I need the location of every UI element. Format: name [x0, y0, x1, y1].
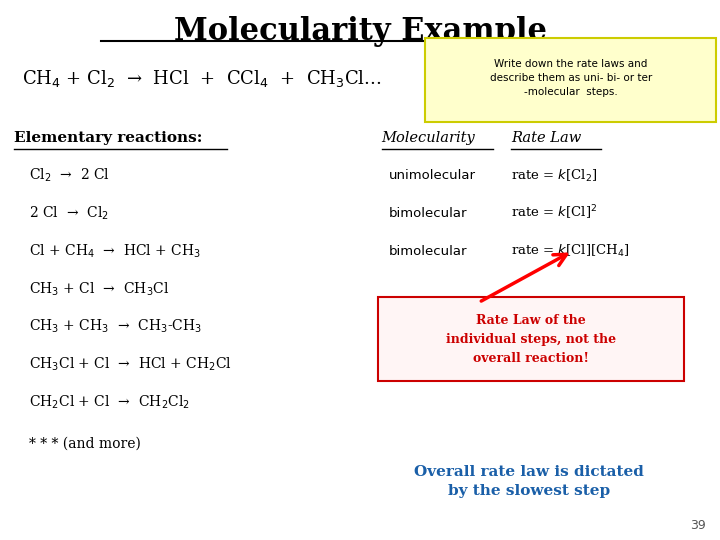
- Text: rate = $k$[Cl][CH$_4$]: rate = $k$[Cl][CH$_4$]: [511, 243, 630, 259]
- Text: CH$_3$ + CH$_3$  →  CH$_3$-CH$_3$: CH$_3$ + CH$_3$ → CH$_3$-CH$_3$: [29, 318, 202, 335]
- Text: * * * (and more): * * * (and more): [29, 437, 140, 451]
- Text: CH$_4$ + Cl$_2$  →  HCl  +  CCl$_4$  +  CH$_3$Cl...: CH$_4$ + Cl$_2$ → HCl + CCl$_4$ + CH$_3$…: [22, 68, 381, 89]
- Text: Molecularity: Molecularity: [382, 131, 475, 145]
- Text: Overall rate law is dictated
by the slowest step: Overall rate law is dictated by the slow…: [414, 465, 644, 498]
- Text: Cl + CH$_4$  →  HCl + CH$_3$: Cl + CH$_4$ → HCl + CH$_3$: [29, 242, 201, 260]
- Text: Rate Law of the
individual steps, not the
overall reaction!: Rate Law of the individual steps, not th…: [446, 314, 616, 364]
- FancyBboxPatch shape: [378, 297, 684, 381]
- Text: 2 Cl  →  Cl$_2$: 2 Cl → Cl$_2$: [29, 205, 109, 222]
- Text: CH$_2$Cl + Cl  →  CH$_2$Cl$_2$: CH$_2$Cl + Cl → CH$_2$Cl$_2$: [29, 394, 190, 411]
- Text: Elementary reactions:: Elementary reactions:: [14, 131, 203, 145]
- Text: 39: 39: [690, 519, 706, 532]
- FancyBboxPatch shape: [425, 38, 716, 122]
- Text: Write down the rate laws and
describe them as uni- bi- or ter
-molecular  steps.: Write down the rate laws and describe th…: [490, 59, 652, 97]
- Text: rate = $k$[Cl$_2$]: rate = $k$[Cl$_2$]: [511, 167, 598, 184]
- Text: Cl$_2$  →  2 Cl: Cl$_2$ → 2 Cl: [29, 167, 109, 184]
- Text: rate = $k$[Cl]$^2$: rate = $k$[Cl]$^2$: [511, 204, 598, 222]
- Text: bimolecular: bimolecular: [389, 245, 467, 258]
- Text: Molecularity Example: Molecularity Example: [174, 16, 546, 47]
- Text: CH$_3$Cl + Cl  →  HCl + CH$_2$Cl: CH$_3$Cl + Cl → HCl + CH$_2$Cl: [29, 356, 232, 373]
- Text: unimolecular: unimolecular: [389, 169, 476, 182]
- Text: CH$_3$ + Cl  →  CH$_3$Cl: CH$_3$ + Cl → CH$_3$Cl: [29, 280, 169, 298]
- Text: bimolecular: bimolecular: [389, 207, 467, 220]
- Text: Rate Law: Rate Law: [511, 131, 582, 145]
